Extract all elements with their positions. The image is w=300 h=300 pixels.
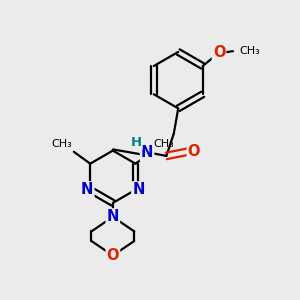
Text: N: N [107, 209, 119, 224]
Text: H: H [130, 136, 142, 149]
Text: N: N [141, 146, 153, 160]
Text: N: N [81, 182, 93, 197]
Text: N: N [132, 182, 145, 197]
Text: CH₃: CH₃ [240, 46, 261, 56]
Text: O: O [213, 45, 225, 60]
Text: CH₃: CH₃ [52, 139, 72, 149]
Text: CH₃: CH₃ [153, 139, 174, 149]
Text: O: O [106, 248, 119, 263]
Text: O: O [188, 144, 200, 159]
